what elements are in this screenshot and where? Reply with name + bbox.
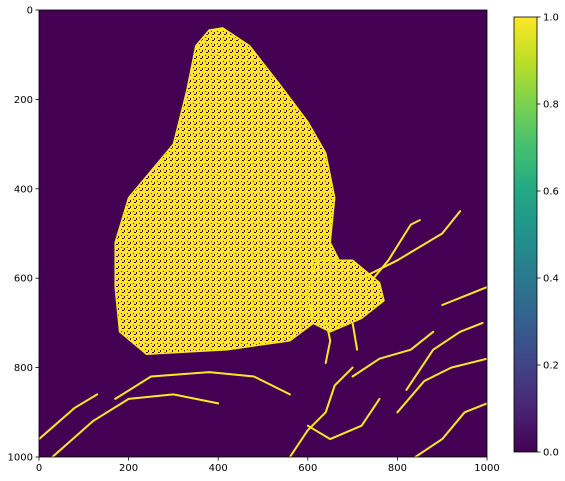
petal-1-edge: [51, 393, 220, 457]
petal-10-edge: [39, 393, 99, 441]
antenna-2-edge: [360, 210, 462, 280]
leg-1-edge: [324, 317, 332, 365]
x-tick-label: 1000: [474, 463, 499, 474]
petal-5-edge: [414, 402, 487, 457]
antenna-1-edge: [365, 219, 421, 289]
petal-9-edge: [351, 330, 435, 378]
x-tick-label: 0: [36, 463, 42, 474]
petal-8-edge: [441, 286, 487, 306]
wing-region: [114, 27, 349, 355]
petal-6-edge: [405, 321, 484, 391]
image-axes: 0 200 400 600 800 1000 0 200 400 600 800 1000: [8, 6, 500, 475]
petal-7-edge: [396, 357, 487, 414]
leg-2-edge: [351, 321, 359, 351]
colorbar: 0.0 0.2 0.4 0.6 0.8 1.0: [513, 13, 559, 459]
y-tick-label: 800: [14, 363, 33, 374]
colorbar-tick-label: 0.0: [543, 448, 559, 459]
colorbar-tick-label: 0.4: [543, 274, 559, 285]
y-axis: 0 200 400 600 800 1000: [8, 6, 39, 464]
x-axis: 0 200 400 600 800 1000: [36, 457, 500, 474]
colorbar-tick-label: 0.6: [543, 187, 559, 198]
edge-marks: [39, 27, 487, 457]
colorbar-tick-label: 0.2: [543, 361, 559, 372]
y-tick-label: 600: [14, 274, 33, 285]
colorbar-frame: [513, 16, 538, 453]
image-frame: [38, 9, 488, 458]
petal-2-edge: [114, 371, 291, 400]
colorbar-ticks: 0.0 0.2 0.4 0.6 0.8 1.0: [537, 13, 559, 459]
colorbar-bar: [514, 17, 537, 452]
x-tick-label: 800: [388, 463, 407, 474]
x-tick-label: 600: [298, 463, 317, 474]
y-tick-label: 400: [14, 184, 33, 195]
y-tick-label: 0: [27, 6, 33, 17]
y-tick-label: 200: [14, 95, 33, 106]
petal-3-edge: [288, 366, 354, 457]
petal-4-edge: [306, 397, 381, 441]
body-region: [307, 259, 385, 333]
x-tick-label: 200: [119, 463, 138, 474]
colorbar-tick-label: 1.0: [543, 13, 559, 24]
colorbar-tick-label: 0.8: [543, 100, 559, 111]
y-tick-label: 1000: [8, 453, 33, 464]
x-tick-label: 400: [209, 463, 228, 474]
